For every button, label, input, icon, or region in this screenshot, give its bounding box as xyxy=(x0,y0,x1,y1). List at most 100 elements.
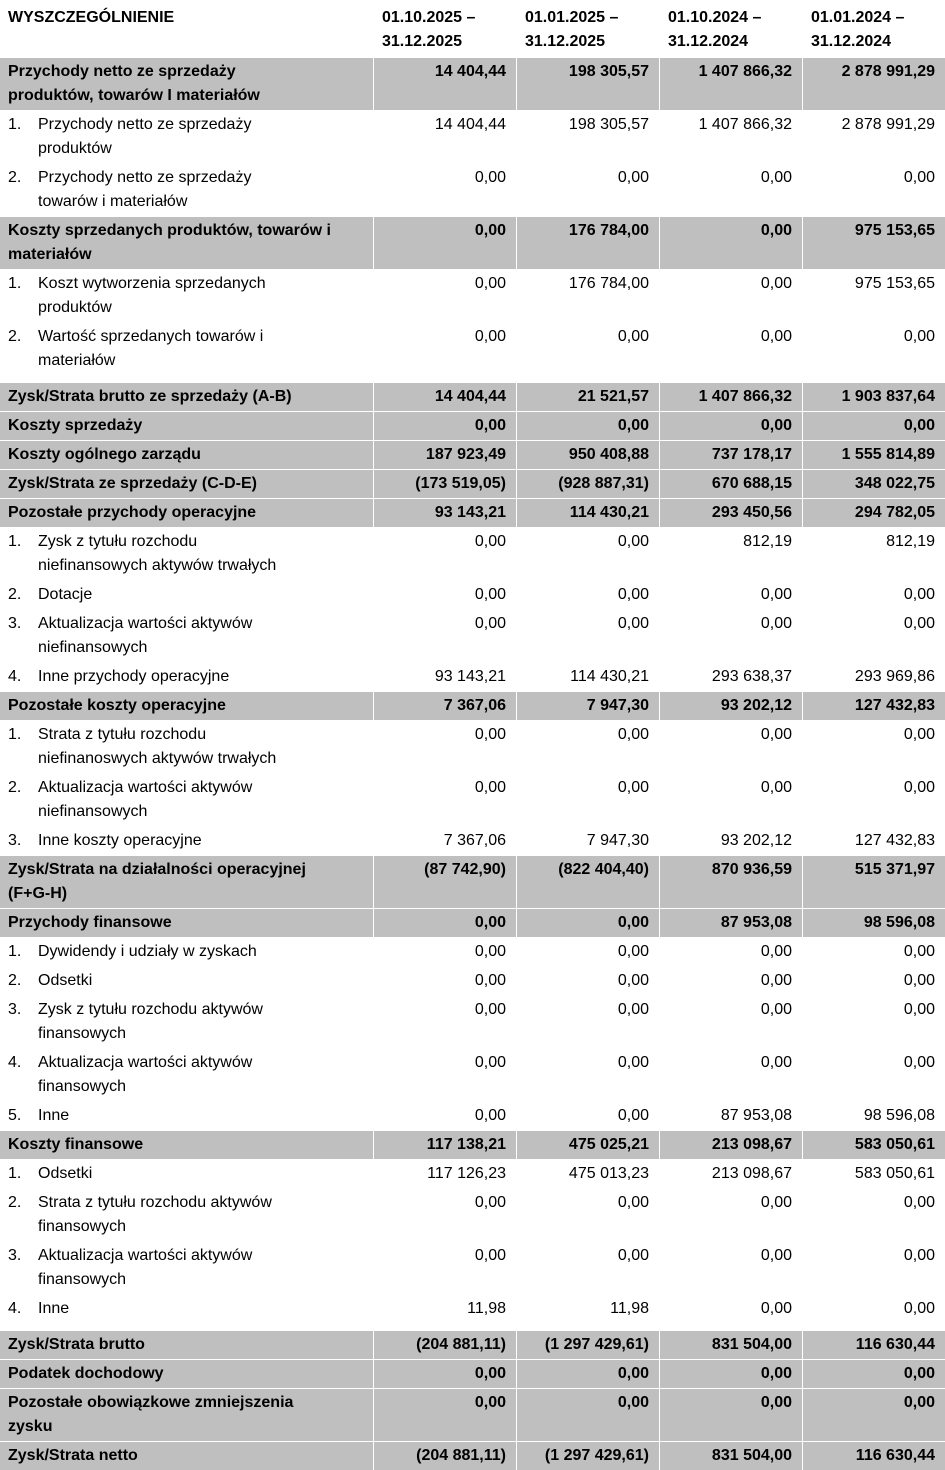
row-value: 0,00 xyxy=(659,1049,802,1101)
row-value: 0,00 xyxy=(659,1242,802,1294)
row-label-text: Koszty finansowe xyxy=(8,1136,144,1153)
period-4-line-1: 01.01.2024 – xyxy=(811,9,905,26)
row-value: 0,00 xyxy=(373,1242,516,1294)
row-number: 2. xyxy=(8,169,22,186)
item-row: 2. Wartość sprzedanych towarów i materiał… xyxy=(0,322,945,375)
row-number: 4. xyxy=(8,668,22,685)
row-label: Zysk/Strata ze sprzedaży (C-D-E) xyxy=(0,470,373,498)
row-value: 176 784,00 xyxy=(516,217,659,269)
row-label: 3. Zysk z tytułu rozchodu aktywów finanso… xyxy=(0,996,373,1048)
row-value: 975 153,65 xyxy=(802,217,945,269)
column-header-specification: WYSZCZEGÓLNIENIE xyxy=(8,9,175,26)
row-value: 117 126,23 xyxy=(373,1160,516,1188)
row-value: 0,00 xyxy=(659,1189,802,1241)
row-label-text: Przychody netto ze sprzedaży produktów, … xyxy=(8,63,260,104)
row-value: 0,00 xyxy=(802,1049,945,1101)
row-value: (173 519,05) xyxy=(373,470,516,498)
item-row: 1. Zysk z tytułu rozchodu niefinansowych … xyxy=(0,527,945,580)
period-1-line-2: 31.12.2025 xyxy=(382,33,463,50)
row-label: Przychody netto ze sprzedaży produktów, … xyxy=(0,58,373,110)
row-number: 1. xyxy=(8,275,22,292)
row-value: 93 143,21 xyxy=(373,663,516,691)
row-label: 4. Inne przychody operacyjne xyxy=(0,663,373,691)
row-label: Podatek dochodowy xyxy=(0,1360,373,1388)
row-number: 2. xyxy=(8,779,22,796)
row-value: 213 098,67 xyxy=(659,1160,802,1188)
row-value: 0,00 xyxy=(373,1189,516,1241)
section-row: Koszty sprzedanych produktów, towarów i … xyxy=(0,216,945,269)
section-row: Przychody finansowe 0,00 0,00 87 953,08 98 5… xyxy=(0,908,945,937)
row-value: 0,00 xyxy=(373,1049,516,1101)
row-number: 2. xyxy=(8,972,22,989)
row-label-text: Koszty sprzedaży xyxy=(8,417,143,434)
row-label: Koszty sprzedanych produktów, towarów i … xyxy=(0,217,373,269)
item-row: 2. Przychody netto ze sprzedaży towarów i… xyxy=(0,163,945,216)
row-value: 0,00 xyxy=(802,323,945,375)
section-row: Pozostałe koszty operacyjne 7 367,06 7 947… xyxy=(0,691,945,720)
row-value: 0,00 xyxy=(516,774,659,826)
period-2-line-1: 01.01.2025 – xyxy=(525,9,619,26)
row-value: 87 953,08 xyxy=(659,1102,802,1130)
section-gap xyxy=(0,375,945,382)
row-value: 0,00 xyxy=(516,323,659,375)
row-label-text: Aktualizacja wartości aktywów finansowyc… xyxy=(38,1247,253,1288)
row-value: 0,00 xyxy=(659,1295,802,1323)
section-row: Podatek dochodowy 0,00 0,00 0,00 0,00 xyxy=(0,1359,945,1388)
row-label: 4. Aktualizacja wartości aktywów finansow… xyxy=(0,1049,373,1101)
row-value: 93 202,12 xyxy=(659,692,802,720)
row-label-text: Aktualizacja wartości aktywów finansowyc… xyxy=(38,1054,253,1095)
row-label: 1. Przychody netto ze sprzedaży produktów xyxy=(0,111,373,163)
row-label: 2. Przychody netto ze sprzedaży towarów i… xyxy=(0,164,373,216)
row-label-text: Dywidendy i udziały w zyskach xyxy=(38,943,257,960)
row-value: 0,00 xyxy=(802,996,945,1048)
row-value: 1 903 837,64 xyxy=(802,383,945,411)
row-value: 0,00 xyxy=(802,1389,945,1441)
row-value: 0,00 xyxy=(659,938,802,966)
column-header-period-2: 01.01.2025 – 31.12.2025 xyxy=(516,1,659,57)
row-value: 93 202,12 xyxy=(659,827,802,855)
row-label-text: Przychody netto ze sprzedaży produktów xyxy=(38,116,252,157)
row-number: 3. xyxy=(8,1001,22,1018)
row-value: 87 953,08 xyxy=(659,909,802,937)
row-number: 1. xyxy=(8,116,22,133)
row-value: 0,00 xyxy=(516,938,659,966)
row-label-text: Przychody finansowe xyxy=(8,914,172,931)
row-value: 0,00 xyxy=(373,270,516,322)
row-label: 2. Aktualizacja wartości aktywów niefinan… xyxy=(0,774,373,826)
row-value: 0,00 xyxy=(802,164,945,216)
item-row: 3. Aktualizacja wartości aktywów finansow… xyxy=(0,1241,945,1294)
row-value: 0,00 xyxy=(373,774,516,826)
row-label: 3. Inne koszty operacyjne xyxy=(0,827,373,855)
row-label: Koszty finansowe xyxy=(0,1131,373,1159)
row-label: Zysk/Strata brutto xyxy=(0,1331,373,1359)
row-number: 1. xyxy=(8,726,22,743)
row-value: 348 022,75 xyxy=(802,470,945,498)
item-row: 4. Inne 11,98 11,98 0,00 0,00 xyxy=(0,1294,945,1323)
row-number: 4. xyxy=(8,1054,22,1071)
row-label: 1. Zysk z tytułu rozchodu niefinansowych … xyxy=(0,528,373,580)
row-number: 1. xyxy=(8,943,22,960)
row-label: 3. Aktualizacja wartości aktywów finansow… xyxy=(0,1242,373,1294)
row-value: 870 936,59 xyxy=(659,856,802,908)
row-label-text: Dotacje xyxy=(38,586,93,603)
section-row: Koszty finansowe 117 138,21 475 025,21 213 … xyxy=(0,1130,945,1159)
row-value: 0,00 xyxy=(516,909,659,937)
item-row: 4. Aktualizacja wartości aktywów finansow… xyxy=(0,1048,945,1101)
item-row: 1. Odsetki 117 126,23 475 013,23 213 098,67 5… xyxy=(0,1159,945,1188)
row-value: 0,00 xyxy=(373,909,516,937)
row-value: 98 596,08 xyxy=(802,909,945,937)
row-value: 98 596,08 xyxy=(802,1102,945,1130)
item-row: 1. Dywidendy i udziały w zyskach 0,00 0,00 0… xyxy=(0,937,945,966)
row-value: 0,00 xyxy=(373,1360,516,1388)
row-value: 176 784,00 xyxy=(516,270,659,322)
row-value: 0,00 xyxy=(659,270,802,322)
item-row: 1. Przychody netto ze sprzedaży produktów… xyxy=(0,110,945,163)
item-row: 5. Inne 0,00 0,00 87 953,08 98 596,08 xyxy=(0,1101,945,1130)
row-number: 5. xyxy=(8,1107,22,1124)
row-value: 0,00 xyxy=(516,412,659,440)
table-header-row: WYSZCZEGÓLNIENIE 01.10.2025 – 31.12.2025… xyxy=(0,0,945,57)
row-value: 114 430,21 xyxy=(516,499,659,527)
row-value: 0,00 xyxy=(516,996,659,1048)
row-label: 1. Strata z tytułu rozchodu niefinanoswyc… xyxy=(0,721,373,773)
